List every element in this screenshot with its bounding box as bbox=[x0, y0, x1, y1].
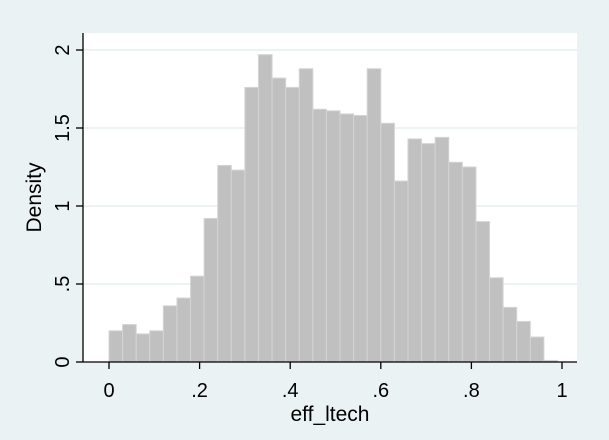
histogram-bar bbox=[108, 330, 124, 363]
x-tick-label: .4 bbox=[282, 380, 299, 402]
histogram-bar bbox=[312, 108, 327, 363]
y-axis-title: Density bbox=[23, 162, 46, 233]
histogram-bar bbox=[176, 297, 192, 363]
histogram-bar bbox=[407, 138, 423, 363]
histogram-bar bbox=[298, 68, 314, 363]
y-tick-label: 1.5 bbox=[52, 114, 74, 142]
x-tick-label: .6 bbox=[372, 380, 389, 402]
histogram-bar bbox=[203, 217, 219, 363]
histogram-bar bbox=[353, 115, 368, 363]
histogram-bar bbox=[448, 161, 463, 363]
x-tick-label: 1 bbox=[556, 380, 567, 402]
histogram-bar bbox=[475, 221, 491, 363]
y-tick-label: 0 bbox=[52, 356, 74, 367]
histogram-bar bbox=[502, 306, 518, 363]
histogram-bar bbox=[230, 169, 246, 363]
y-tick-label: .5 bbox=[52, 276, 74, 293]
histogram-bar bbox=[434, 136, 450, 363]
histogram-bar bbox=[393, 180, 409, 363]
x-tick-label: 0 bbox=[103, 380, 114, 402]
histogram-bar bbox=[489, 277, 504, 363]
histogram-bar bbox=[366, 68, 382, 363]
histogram-bar bbox=[529, 336, 545, 363]
histogram-bar bbox=[271, 77, 287, 363]
histogram-bar bbox=[162, 305, 178, 363]
x-tick-label: .8 bbox=[463, 380, 480, 402]
x-axis-title: eff_ltech bbox=[290, 403, 369, 426]
histogram-bar bbox=[461, 166, 477, 363]
histogram-bar bbox=[217, 164, 232, 363]
histogram-bar bbox=[257, 54, 273, 363]
histogram-bar bbox=[122, 324, 137, 363]
histogram-bar bbox=[285, 86, 300, 363]
histogram-bar bbox=[325, 110, 341, 363]
histogram-bar bbox=[190, 275, 205, 363]
histogram-bar bbox=[339, 113, 355, 363]
histogram-bar bbox=[421, 143, 436, 363]
x-axis-ticks: 0 .2 .4 .6 .8 1 bbox=[103, 362, 568, 402]
histogram-bar bbox=[244, 86, 259, 363]
histogram-bars bbox=[108, 54, 558, 363]
y-axis-ticks: 0 .5 1 1.5 2 bbox=[52, 44, 83, 368]
histogram-bar bbox=[135, 333, 151, 363]
y-tick-label: 1 bbox=[52, 200, 74, 211]
x-tick-label: .2 bbox=[191, 380, 208, 402]
y-tick-label: 2 bbox=[52, 44, 74, 55]
histogram-bar bbox=[380, 122, 395, 363]
histogram-bar bbox=[149, 330, 164, 363]
histogram-bar bbox=[516, 320, 531, 363]
